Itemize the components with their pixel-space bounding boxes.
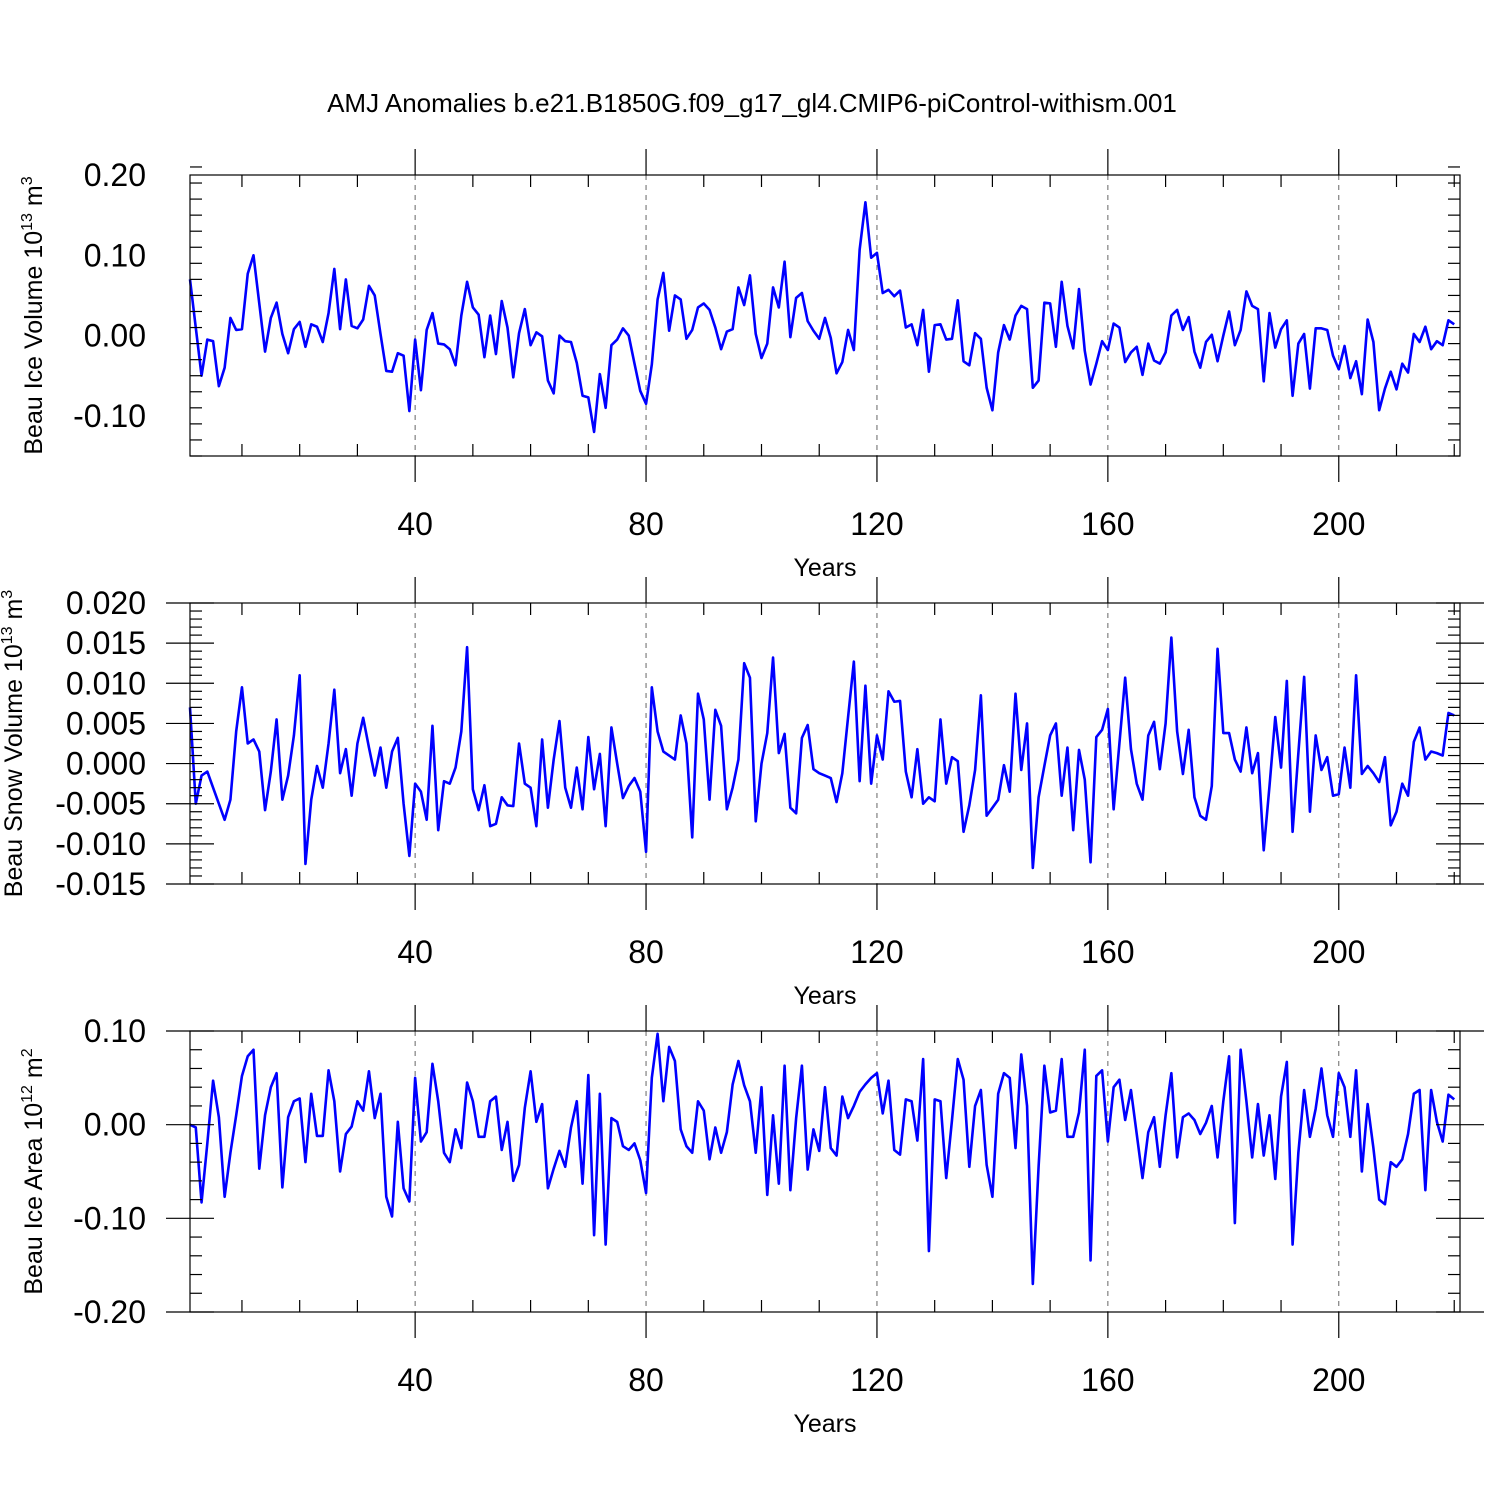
x-tick-label: 120 [850, 506, 903, 542]
x-tick-label: 160 [1081, 506, 1134, 542]
x-tick-label: 160 [1081, 1362, 1134, 1398]
panel-3: 40 80 120 160 200 Years -0.20 -0.10 0.00 0.10 Beau… [19, 1005, 1484, 1438]
y-axis-label: Beau Snow Volume 1013 m3 [0, 590, 28, 898]
x-tick-label: 40 [397, 506, 433, 542]
figure-title: AMJ Anomalies b.e21.B1850G.f09_g17_gl4.C… [327, 88, 1177, 118]
y-tick-label: 0.20 [84, 157, 146, 193]
panel-1: 40 80 120 160 200 Years -0.10 0.00 0.10 0.20 Beau … [19, 149, 1461, 582]
x-tick-label: 80 [628, 934, 664, 970]
y-tick-label: -0.010 [55, 826, 146, 862]
y-axis-label: Beau Ice Area 1012 m2 [19, 1048, 48, 1294]
y-tick-label: 0.020 [66, 585, 146, 621]
y-tick-label: 0.00 [84, 318, 146, 354]
x-axis-label: Years [793, 1410, 856, 1438]
x-tick-label: 40 [397, 934, 433, 970]
y-axis-label: Beau Ice Volume 1013 m3 [19, 176, 48, 454]
series-line [189, 1032, 1456, 1286]
x-tick-label: 200 [1312, 506, 1365, 542]
y-tick-label: 0.10 [84, 237, 146, 273]
plot-frame [189, 602, 1461, 885]
panel-2: 40 80 120 160 200 Years -0.015 -0.010 -0.005 0.00… [0, 577, 1484, 1010]
plot-frame [189, 174, 1461, 457]
panels: 40 80 120 160 200 Years -0.10 0.00 0.10 0.20 Beau … [0, 149, 1484, 1438]
x-axis-label: Years [793, 554, 856, 582]
y-tick-label: -0.015 [55, 866, 146, 902]
y-tick-label: 0.005 [66, 705, 146, 741]
y-tick-label: -0.20 [73, 1294, 146, 1330]
x-tick-label: 200 [1312, 1362, 1365, 1398]
series-line [188, 201, 1455, 434]
x-tick-label: 200 [1312, 934, 1365, 970]
y-tick-label: 0.10 [84, 1013, 146, 1049]
y-tick-label: -0.10 [73, 398, 146, 434]
y-tick-label: 0.015 [66, 625, 146, 661]
plot-frame [189, 1030, 1461, 1313]
x-tick-label: 120 [850, 934, 903, 970]
x-tick-label: 80 [628, 1362, 664, 1398]
y-tick-label: -0.005 [55, 786, 146, 822]
x-tick-label: 40 [397, 1362, 433, 1398]
y-tick-label: 0.000 [66, 746, 146, 782]
y-tick-label: 0.00 [84, 1107, 146, 1143]
x-tick-label: 80 [628, 506, 664, 542]
y-tick-label: -0.10 [73, 1200, 146, 1236]
x-axis-label: Years [793, 982, 856, 1010]
x-tick-label: 160 [1081, 934, 1134, 970]
y-tick-label: 0.010 [66, 665, 146, 701]
x-tick-label: 120 [850, 1362, 903, 1398]
series-line [188, 636, 1455, 870]
